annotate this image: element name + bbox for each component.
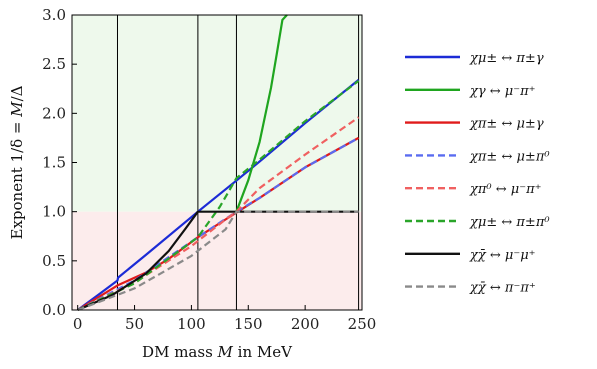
series-line-5 xyxy=(77,80,360,311)
y-tick-label: 0.0 xyxy=(42,301,66,319)
y-axis-label: Exponent 1/δ = 𝑀/Δ xyxy=(8,85,26,239)
legend-entry-4: χπ⁰ ↔ μ⁻π⁺ xyxy=(469,182,542,197)
legend: χμ± ↔ π±γ χγ ↔ μ⁻π⁺ χπ± ↔ μ±γ χπ± ↔ μ±π⁰ χπ⁰… xyxy=(405,51,550,296)
series-line-0 xyxy=(77,79,360,311)
series-line-7 xyxy=(77,210,359,312)
legend-entry-2: χπ± ↔ μ±γ xyxy=(469,117,544,132)
y-axis-ticks: 0.0 0.5 1.0 1.5 2.0 2.5 3.0 xyxy=(42,6,77,319)
region-band-0 xyxy=(72,15,362,212)
y-tick-label: 1.0 xyxy=(42,203,66,221)
y-tick-label: 2.0 xyxy=(42,104,66,122)
y-tick-label: 2.5 xyxy=(42,55,66,73)
y-tick-label: 0.5 xyxy=(42,252,66,270)
legend-entry-3: χπ± ↔ μ±π⁰ xyxy=(469,149,550,164)
legend-entry-6: χχ̄ ↔ μ⁻μ⁺ xyxy=(469,248,536,263)
y-tick-label: 1.5 xyxy=(42,154,66,172)
x-tick-label: 150 xyxy=(234,315,263,333)
series-lines xyxy=(77,14,360,312)
vertical-reference-lines xyxy=(116,15,360,310)
series-line-4 xyxy=(77,116,360,311)
x-axis-label: DM mass 𝑀 in MeV xyxy=(142,343,293,361)
x-tick-label: 50 xyxy=(125,315,144,333)
legend-entry-5: χμ± ↔ π±π⁰ xyxy=(469,215,550,230)
background-regions xyxy=(72,15,362,310)
legend-entry-7: χχ̄ ↔ π⁻π⁺ xyxy=(469,281,536,296)
series-line-3 xyxy=(77,136,360,311)
y-tick-label: 3.0 xyxy=(42,6,66,24)
x-tick-label: 200 xyxy=(291,315,320,333)
legend-entry-1: χγ ↔ μ⁻π⁺ xyxy=(469,84,536,99)
legend-entry-0: χμ± ↔ π±γ xyxy=(469,51,544,66)
x-tick-label: 100 xyxy=(177,315,206,333)
x-tick-label: 0 xyxy=(73,315,83,333)
series-line-1 xyxy=(235,14,288,213)
x-axis-ticks: 0 50 100 150 200 250 xyxy=(73,305,376,333)
x-tick-label: 250 xyxy=(348,315,377,333)
region-band-1 xyxy=(72,211,362,310)
